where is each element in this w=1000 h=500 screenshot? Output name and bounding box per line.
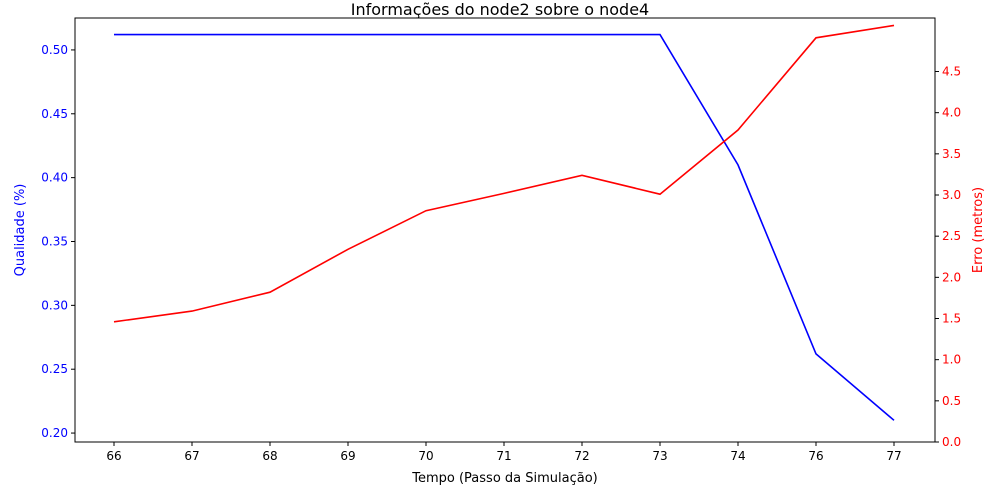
x-tick-label: 77 <box>886 449 901 463</box>
y-right-tick-label: 1.5 <box>942 312 961 326</box>
y-left-tick-label: 0.25 <box>41 362 68 376</box>
y-right-tick-label: 4.5 <box>942 65 961 79</box>
y-right-tick-label: 1.0 <box>942 353 961 367</box>
y-right-tick-label: 2.5 <box>942 229 961 243</box>
x-tick-label: 71 <box>496 449 511 463</box>
plot-frame <box>74 17 936 443</box>
y-left-tick-label: 0.35 <box>41 234 68 248</box>
chart-title: Informações do node2 sobre o node4 <box>351 0 649 19</box>
plot-area: 66 67 68 69 70 71 72 73 74 76 77 0.20 0.25 0.30 0.35 0.… <box>41 24 961 463</box>
y-right-tick-label: 3.5 <box>942 147 961 161</box>
x-tick-label: 76 <box>808 449 823 463</box>
y-axis-left-label: Qualidade (%) <box>13 184 28 277</box>
x-axis-label: Tempo (Passo da Simulação) <box>411 471 598 486</box>
y-right-tick-label: 0.0 <box>942 435 961 449</box>
y-axis-right-label: Erro (metros) <box>971 187 986 273</box>
y-left-tick-label: 0.40 <box>41 171 68 185</box>
x-tick-label: 73 <box>652 449 667 463</box>
y-right-tick-label: 3.0 <box>942 188 961 202</box>
y-right-tick-label: 2.0 <box>942 270 961 284</box>
x-tick-label: 72 <box>574 449 589 463</box>
x-tick-label: 69 <box>340 449 355 463</box>
series-line-erro <box>113 24 895 323</box>
y-left-tick-label: 0.20 <box>41 426 68 440</box>
y-left-tick-label: 0.45 <box>41 107 68 121</box>
y-right-tick-label: 4.0 <box>942 106 961 120</box>
x-tick-label: 66 <box>106 449 121 463</box>
y-left-tick-label: 0.30 <box>41 298 68 312</box>
series-line-qualidade <box>114 33 895 421</box>
y-right-tick-label: 0.5 <box>942 394 961 408</box>
x-tick-label: 70 <box>418 449 433 463</box>
x-tick-label: 68 <box>262 449 277 463</box>
y-left-tick-label: 0.50 <box>41 43 68 57</box>
x-tick-label: 67 <box>184 449 199 463</box>
x-tick-label: 74 <box>730 449 745 463</box>
